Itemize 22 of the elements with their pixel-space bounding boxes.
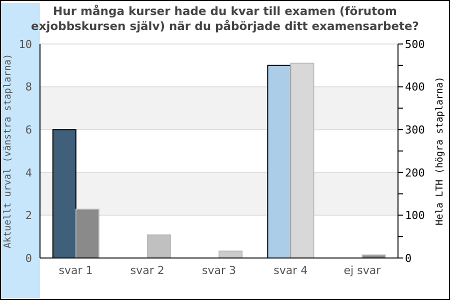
y-tick-label: 2 (25, 209, 32, 222)
y2-tick-label: 500 (405, 38, 425, 51)
x-tick-label: svar 4 (274, 264, 308, 277)
x-tick-label: svar 1 (58, 264, 93, 277)
x-tick-label: svar 3 (202, 264, 236, 277)
y-tick-label: 10 (18, 38, 32, 51)
y2-tick-label: 100 (405, 209, 425, 222)
bar (146, 234, 171, 258)
y2-tick-label: 300 (405, 124, 425, 137)
y2-tick-label: 0 (405, 252, 412, 265)
y-tick-label: 4 (25, 166, 32, 180)
y-tick-label: 8 (25, 80, 32, 94)
y2-axis-title: Hela LTH (högra staplarna) (434, 76, 446, 226)
y-tick-label: 6 (25, 124, 32, 137)
y2-tick-label: 200 (405, 166, 425, 180)
bar (218, 250, 243, 258)
y2-tick-label: 400 (405, 80, 425, 94)
y-axis-title: Aktuellt urval (vänstra staplarna) (2, 54, 14, 248)
x-tick-label: ej svar (344, 264, 382, 277)
x-tick-label: svar 2 (130, 264, 164, 277)
y-tick-label: 0 (25, 252, 32, 265)
chart-title: Hur många kurser hade du kvar till examen (förutom exjobbskursen själv) när du påbörjade ditt examensarbete? (30, 4, 420, 34)
